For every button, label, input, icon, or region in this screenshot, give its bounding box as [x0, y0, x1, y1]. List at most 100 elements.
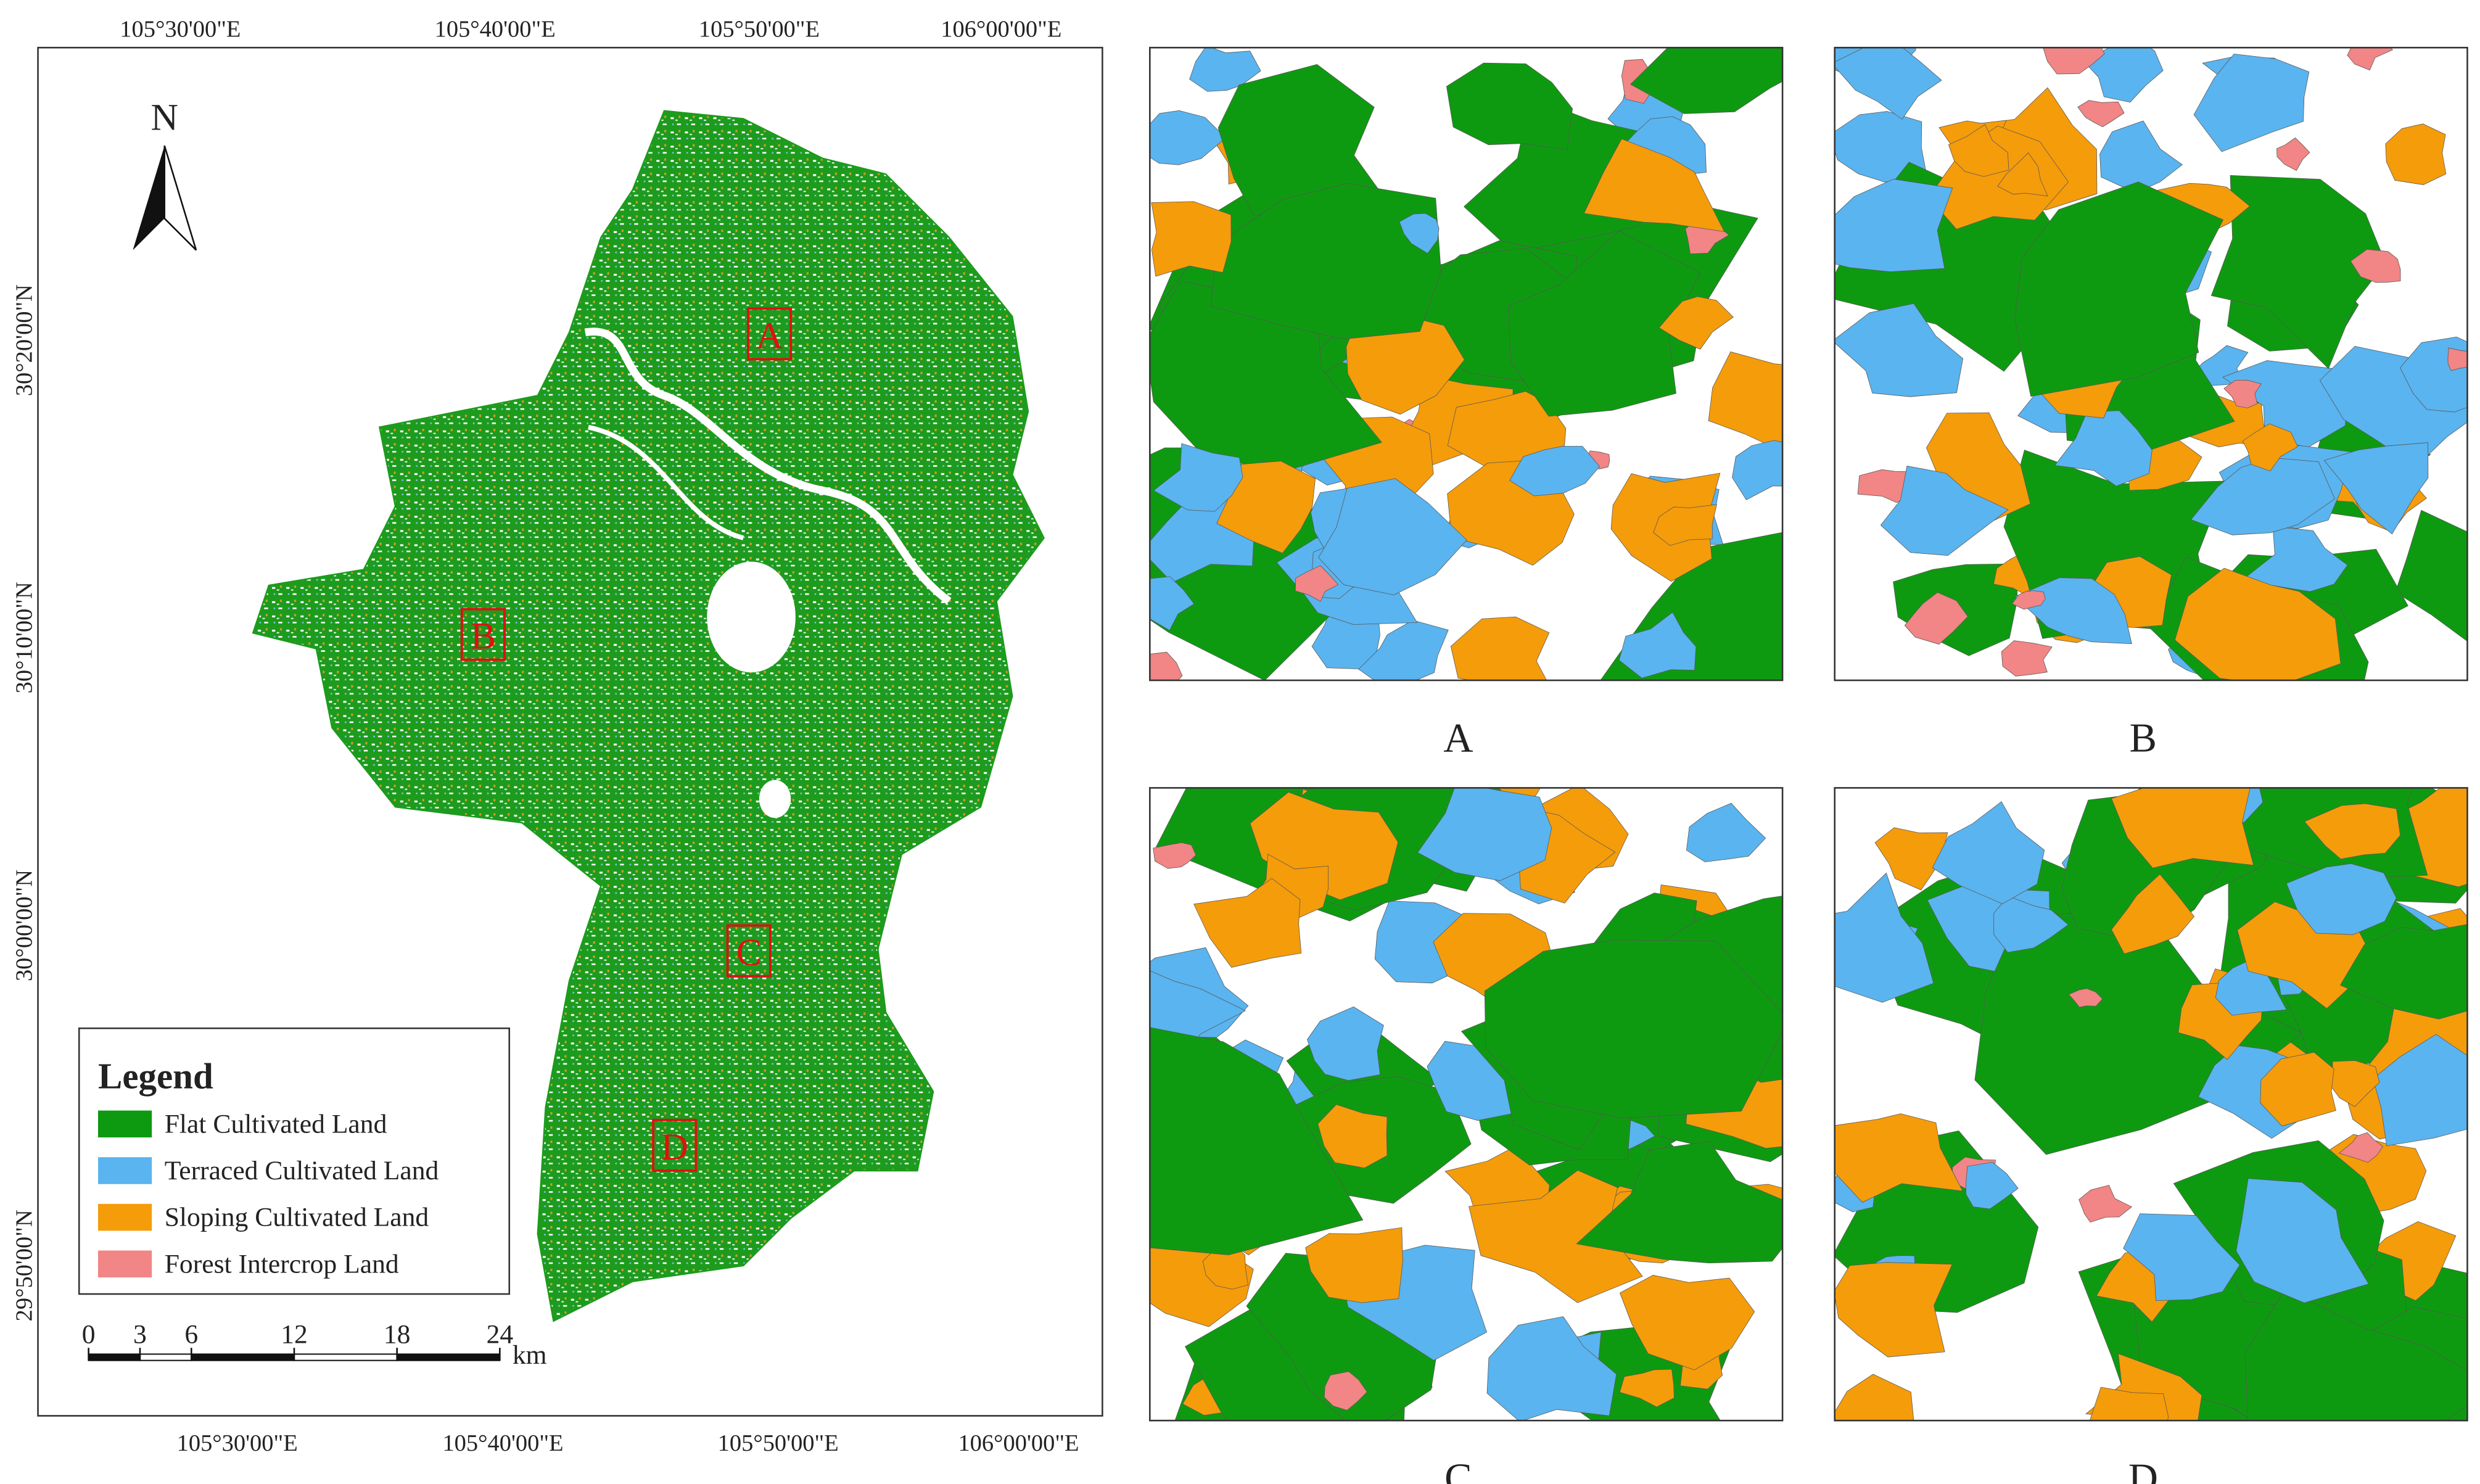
legend-swatch [97, 1250, 152, 1278]
map-frame [37, 46, 1103, 1417]
panel-frame [1149, 46, 1784, 682]
parcel [1583, 138, 1725, 232]
north-label: N [150, 97, 178, 139]
parcel [1834, 303, 1964, 397]
parcel [2350, 249, 2401, 283]
overview-map: N Legend Flat Cultivated Land Terraced Cu… [11, 16, 1103, 1456]
study-region [252, 110, 1045, 1322]
scale-tick-label: 0 [82, 1319, 96, 1349]
detail-panel: B [1834, 46, 2468, 761]
panel-label: C [1444, 1456, 1472, 1484]
lat-label: 29°50'00"N [11, 1210, 37, 1321]
parcels [1150, 788, 1783, 1421]
parcel [1904, 592, 1969, 645]
lon-label: 106°00'00"E [958, 1430, 1079, 1456]
lon-label: 106°00'00"E [941, 16, 1061, 42]
scale-tick-label: 24 [487, 1319, 514, 1349]
lon-label: 105°40'00"E [442, 1430, 563, 1456]
site-label: C [736, 932, 762, 974]
lat-label: 30°00'00"N [11, 870, 37, 981]
legend-swatch [97, 1203, 152, 1231]
parcel [2043, 47, 2105, 75]
parcel [1834, 1262, 1953, 1358]
panel-frame [1834, 46, 2468, 682]
site-box [747, 307, 793, 361]
parcel [2223, 379, 2262, 408]
scale-tick-label: 3 [133, 1319, 147, 1349]
legend-label: Flat Cultivated Land [165, 1109, 387, 1139]
site-label: D [661, 1126, 688, 1168]
parcel [1307, 1006, 1384, 1081]
parcel [1317, 1104, 1388, 1168]
legend: Legend Flat Cultivated Land Terraced Cult… [78, 1027, 511, 1295]
parcel [2193, 54, 2310, 152]
parcel [1153, 443, 1243, 512]
parcel [1450, 616, 1550, 680]
lon-label: 105°40'00"E [435, 16, 556, 42]
parcel [1880, 466, 2009, 556]
lon-label: 105°30'00"E [120, 16, 241, 42]
parcel [1150, 1027, 1364, 1256]
parcel [2068, 988, 2103, 1008]
parcel [2338, 1132, 2384, 1163]
parcel [2395, 509, 2468, 642]
panel-label: A [1443, 715, 1473, 761]
parcel [1210, 183, 1441, 340]
parcel [2190, 457, 2336, 535]
lake [759, 780, 791, 818]
parcel [1358, 620, 1449, 680]
parcel [1295, 565, 1339, 602]
scale-unit: km [513, 1340, 547, 1370]
parcel [2245, 1288, 2468, 1421]
river [584, 328, 952, 604]
parcel [1486, 1316, 1617, 1421]
scale-segment [293, 1353, 398, 1361]
panel-label: D [2128, 1456, 2158, 1484]
parcel [1576, 1140, 1783, 1264]
parcel [1417, 788, 1552, 881]
parcel [1619, 1369, 1675, 1408]
parcel [1732, 440, 1783, 500]
parcel [2340, 924, 2468, 1020]
scale-tick-label: 18 [384, 1319, 411, 1349]
parcel [2001, 640, 2053, 677]
parcel [1619, 1275, 1755, 1371]
legend-swatch [97, 1110, 152, 1138]
parcel [2323, 442, 2429, 535]
parcel [1966, 1161, 2019, 1210]
legend-label: Sloping Cultivated Land [165, 1203, 429, 1232]
parcel [1484, 939, 1783, 1119]
lon-label: 105°30'00"E [177, 1430, 298, 1456]
parcel [2089, 1387, 2169, 1421]
scale-segment [191, 1353, 295, 1361]
parcel [1686, 802, 1766, 862]
parcel [2174, 567, 2341, 680]
scale-tick-label: 6 [184, 1319, 198, 1349]
lake [707, 561, 796, 673]
parcel [2236, 1178, 2370, 1303]
parcel [1997, 152, 2048, 197]
parcels [1834, 47, 2468, 680]
detail-panels: A B C D [1149, 46, 2468, 1484]
parcel [2077, 100, 2125, 128]
north-arrow: N [133, 97, 197, 251]
legend-swatch [97, 1157, 152, 1184]
parcel [1618, 612, 1697, 678]
parcel [1926, 412, 2031, 523]
parcel [1630, 47, 1783, 114]
parcel [1216, 461, 1316, 554]
parcel [1153, 842, 1197, 869]
parcel [1469, 1170, 1643, 1303]
parcel [1150, 651, 1183, 680]
parcel [2447, 347, 2468, 371]
scale-tick-label: 12 [281, 1319, 308, 1349]
site-box [460, 608, 506, 661]
parcel [2260, 1052, 2336, 1127]
legend-label: Forest Intercrop Land [165, 1249, 399, 1279]
scale-segment [139, 1353, 192, 1361]
panel-frame [1149, 787, 1784, 1422]
panel-frame [1834, 787, 2468, 1422]
legend-title: Legend [98, 1056, 213, 1097]
legend-label: Terraced Cultivated Land [165, 1156, 439, 1185]
lat-label: 30°10'00"N [11, 582, 37, 693]
